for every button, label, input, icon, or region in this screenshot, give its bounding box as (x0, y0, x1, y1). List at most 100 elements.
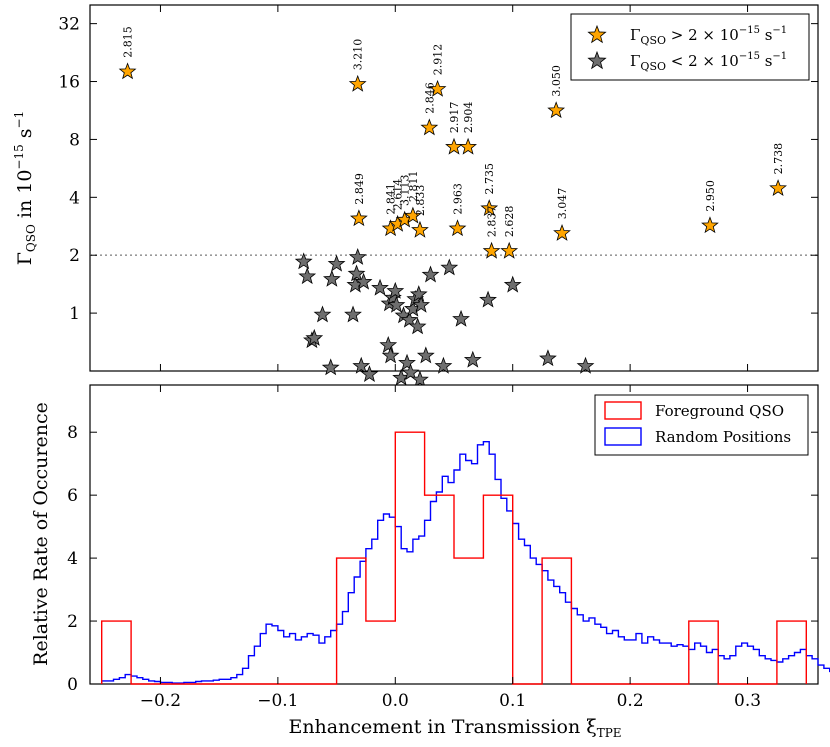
top-y-tick-label: 4 (69, 188, 80, 208)
legend-label-random: Random Positions (655, 428, 791, 446)
bottom-y-tick-label: 6 (67, 486, 78, 506)
star-marker-above (411, 220, 429, 238)
star-marker-below (412, 295, 431, 313)
star-marker-below (463, 350, 482, 368)
star-marker-below (400, 310, 419, 328)
star-marker-below (321, 358, 340, 376)
bottom-x-tick-label: 0.3 (734, 691, 761, 711)
legend-star-above (587, 24, 607, 44)
star-marker-below (354, 272, 373, 290)
legend-swatch-foreground (604, 401, 642, 420)
top-legend-box (570, 13, 810, 81)
redshift-label: 2.735 (483, 163, 496, 195)
star-marker-below (434, 356, 453, 374)
legend-swatch-random (604, 427, 642, 446)
redshift-label: 2.849 (353, 173, 366, 205)
star-marker-above (701, 216, 719, 234)
redshift-label: 3.210 (352, 39, 365, 71)
redshift-label: 3.047 (556, 188, 569, 220)
star-marker-below (440, 258, 459, 276)
redshift-label: 2.846 (423, 82, 436, 114)
star-marker-below (401, 363, 420, 381)
legend-label-foreground: Foreground QSO (655, 402, 784, 420)
svg-text:ΓQSO in 10−15 s−1: ΓQSO in 10−15 s−1 (12, 111, 38, 266)
redshift-label: 2.904 (462, 102, 475, 134)
star-marker-below (347, 264, 366, 282)
redshift-label: 2.917 (448, 102, 461, 134)
bottom-x-axis: −0.2 −0.1 0.0 0.1 0.2 0.3 (140, 385, 761, 711)
redshift-label: 2.815 (122, 26, 135, 58)
random-positions-histogram (101, 441, 830, 684)
star-marker-above (118, 62, 137, 80)
bottom-x-tick-label: 0.0 (382, 691, 409, 711)
bottom-y-tick-label: 0 (67, 675, 78, 695)
star-marker-below (576, 356, 595, 374)
bottom-x-tick-label: 0.2 (617, 691, 644, 711)
ylabel-gamma: Γ (14, 252, 36, 265)
star-marker-below (294, 252, 313, 270)
top-y-axis: 1 2 4 8 16 32 (58, 15, 818, 324)
top-legend: ΓQSO > 2 × 10−15 s−1 ΓQSO < 2 × 10−15 s−… (570, 13, 810, 81)
star-marker-below (381, 346, 400, 364)
star-marker-above (348, 74, 367, 92)
star-marker-below (387, 295, 406, 313)
star-marker-below (344, 305, 362, 323)
ylabel-unit-sup: −1 (12, 111, 26, 129)
star-marker-below (398, 353, 416, 371)
star-marker-below (408, 317, 427, 335)
foreground-qso-histogram (101, 431, 807, 685)
star-marker-above (404, 206, 422, 224)
redshift-label: 2.837 (486, 206, 499, 238)
star-marker-above (448, 219, 467, 237)
redshift-label: 3.050 (550, 65, 563, 97)
star-marker-above (350, 209, 368, 227)
legend-label-below: ΓQSO < 2 × 10−15 s−1 (630, 51, 787, 73)
redshift-label: 2.963 (452, 183, 465, 215)
top-x-axis (159, 5, 749, 371)
star-marker-below (352, 356, 371, 374)
bottom-x-tick-label: −0.2 (140, 691, 181, 711)
redshift-label: 3.113 (399, 175, 412, 207)
redshift-label: 2.628 (503, 206, 516, 238)
scatter-points (118, 62, 787, 388)
bottom-y-tick-label: 2 (67, 612, 78, 632)
star-marker-above (482, 241, 501, 259)
top-y-tick-label: 2 (69, 246, 80, 266)
ylabel-unit: s (14, 128, 36, 144)
bottom-legend: Foreground QSO Random Positions (594, 394, 809, 456)
redshift-labels: 2.815 3.210 2.912 3.050 2.846 2.917 2.904 2.849… (122, 26, 785, 238)
star-marker-below (360, 365, 379, 382)
redshift-label: 2.738 (772, 143, 785, 175)
star-marker-below (411, 370, 429, 388)
star-marker-below (503, 275, 522, 293)
star-marker-below (421, 265, 440, 283)
top-y-tick-label: 32 (58, 15, 80, 35)
star-marker-below (313, 305, 332, 323)
star-marker-above (769, 179, 787, 196)
redshift-label: 2.833 (414, 185, 427, 217)
top-y-tick-label: 1 (69, 304, 80, 324)
bottom-x-tick-label: −0.1 (257, 691, 298, 711)
star-marker-above (553, 223, 571, 241)
star-marker-above (459, 137, 477, 155)
star-marker-below (409, 285, 428, 303)
star-marker-above (547, 101, 566, 119)
redshift-label: 2.950 (704, 180, 717, 212)
star-marker-above (500, 241, 519, 259)
ylabel-mid: in 10 (14, 170, 36, 225)
star-marker-below (539, 349, 557, 367)
star-marker-above (480, 199, 499, 217)
star-marker-below (452, 309, 470, 327)
bottom-y-tick-label: 4 (67, 549, 78, 569)
bottom-y-axis: 0 2 4 6 8 (67, 423, 818, 695)
bottom-x-tick-label: 0.1 (499, 691, 526, 711)
redshift-label: 2.614 (392, 179, 405, 211)
bottom-y-tick-label: 8 (67, 423, 78, 443)
redshift-label: 2.811 (407, 171, 420, 203)
bottom-x-axis-label: Enhancement in Transmission ξTPE (288, 716, 621, 740)
top-y-tick-label: 16 (58, 73, 80, 93)
star-marker-below (305, 328, 324, 346)
bottom-y-axis-label: Relative Rate of Occurence (30, 402, 52, 666)
